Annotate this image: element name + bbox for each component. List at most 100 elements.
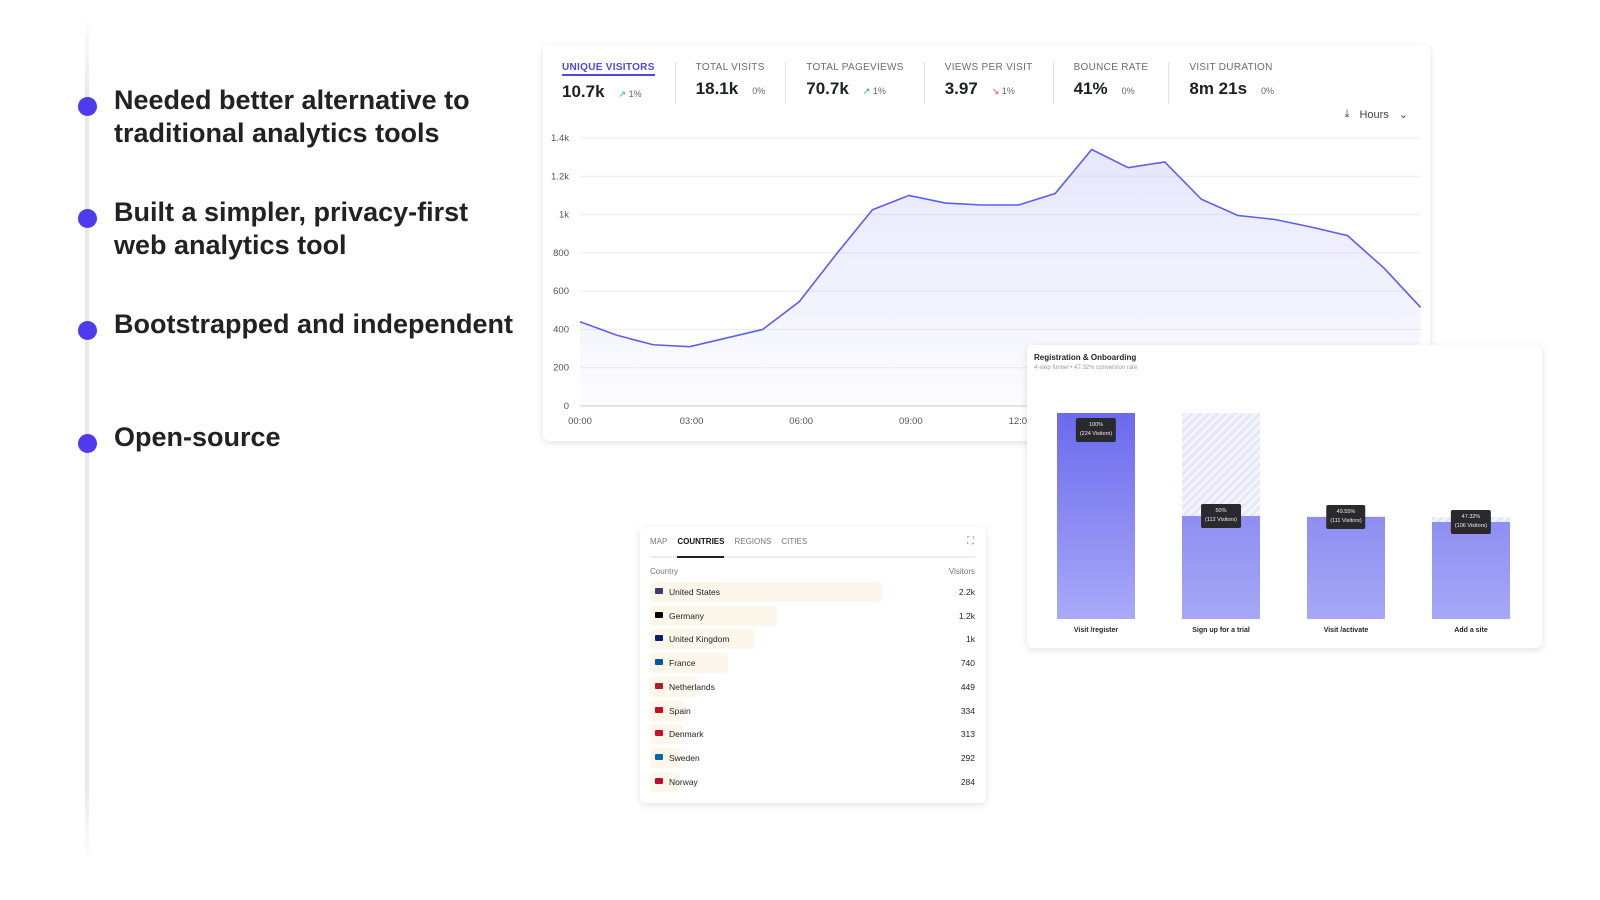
bullet-text: Built a simpler, privacy-first web analy…: [114, 197, 469, 260]
chevron-down-icon: ⌄: [1398, 109, 1408, 121]
bullet-dot-icon: [78, 209, 97, 228]
funnel-step-label: Visit /register: [1073, 627, 1119, 634]
bullet-dot-icon: [78, 434, 97, 453]
x-tick-label: 00:00: [568, 416, 592, 427]
y-tick-label: 400: [553, 324, 569, 335]
metric-value: 41%: [1073, 79, 1108, 98]
funnel-tooltip: 47.32% (106 Visitors): [1450, 509, 1492, 534]
country-row[interactable]: Germany 1.2k: [650, 605, 975, 626]
country-row[interactable]: United Kingdom 1k: [650, 629, 975, 650]
metric-row: 18.1k 0%: [696, 79, 766, 99]
bullet-text: Bootstrapped and independent: [114, 309, 514, 339]
country-name: United Kingdom: [669, 634, 730, 645]
y-tick-label: 1k: [559, 210, 569, 221]
country-row[interactable]: Sweden 292: [650, 747, 975, 768]
flag-icon: [655, 706, 663, 713]
country-header: Country: [650, 567, 679, 576]
tab-map[interactable]: MAP: [650, 537, 668, 546]
metric-value: 18.1k: [695, 79, 739, 98]
flag-icon: [655, 730, 663, 737]
metric-row: 3.97 ↘ 1%: [945, 79, 1033, 99]
tab-cities[interactable]: CITIES: [781, 537, 808, 546]
metric-change-value: 1%: [872, 86, 886, 96]
flag-icon: [655, 659, 663, 666]
country-visitors: 2.2k: [958, 587, 975, 597]
country-name: Netherlands: [669, 681, 715, 692]
country-row[interactable]: Denmark 313: [650, 724, 975, 745]
tab-regions[interactable]: REGIONS: [734, 537, 772, 546]
interval-label: Hours: [1359, 108, 1389, 121]
metric-row: 70.7k ↗ 1%: [806, 79, 903, 99]
funnel-subtitle: 4-step funnel • 47.32% conversion rate: [1034, 365, 1138, 371]
bullet-text: Open-source: [114, 422, 281, 452]
funnel-fill: [1057, 413, 1135, 619]
metric-total-pageviews[interactable]: TOTAL PAGEVIEWS 70.7k ↗ 1%: [785, 62, 923, 104]
tab-countries[interactable]: COUNTRIES: [677, 537, 725, 558]
country-visitors: 449: [960, 681, 975, 692]
funnel-dropoff: [1182, 413, 1260, 516]
series-area: [580, 149, 1421, 406]
arrow-down-right-icon: ↘: [991, 86, 1002, 96]
metric-value: 70.7k: [806, 79, 849, 98]
y-tick-label: 200: [553, 363, 569, 374]
metric-change: 0%: [1261, 86, 1274, 96]
country-row[interactable]: Norway 284: [650, 771, 975, 792]
flag-icon: [655, 777, 663, 784]
countries-card: MAP COUNTRIES REGIONS CITIES ⛶ Country Visi…: [640, 527, 986, 803]
funnel-bar[interactable]: 50% (112 Visitors): [1182, 413, 1260, 619]
metric-value: 8m 21s: [1189, 79, 1248, 98]
country-name: Spain: [669, 705, 691, 716]
country-row[interactable]: United States 2.2k: [650, 582, 975, 602]
metric-change: ↗ 1%: [863, 86, 886, 97]
metric-change-value: 1%: [628, 89, 642, 99]
metric-label: BOUNCE RATE: [1073, 62, 1149, 73]
expand-icon[interactable]: ⛶: [967, 536, 974, 547]
metric-visit-duration[interactable]: VISIT DURATION 8m 21s 0%: [1168, 62, 1294, 104]
visitors-header: Visitors: [948, 567, 975, 576]
metric-change: ↗ 1%: [619, 89, 642, 100]
metric-views-per-visit[interactable]: VIEWS PER VISIT 3.97 ↘ 1%: [923, 62, 1053, 104]
country-bar: [650, 629, 756, 650]
metric-unique-visitors[interactable]: UNIQUE VISITORS 10.7k ↗ 1%: [562, 62, 675, 104]
funnel-fill: [1182, 516, 1260, 619]
bullet-point: Open-source: [78, 422, 281, 453]
bullet-point: Built a simpler, privacy-first web analy…: [78, 197, 468, 260]
flag-icon: [655, 682, 663, 689]
country-row[interactable]: Netherlands 449: [650, 676, 975, 697]
funnel-bar[interactable]: 100% (224 Visitors): [1057, 413, 1135, 619]
country-name: Germany: [669, 610, 704, 621]
tooltip-pct: 47.32%: [1461, 513, 1481, 520]
x-tick-label: 06:00: [789, 416, 813, 427]
country-visitors: 1.2k: [958, 610, 975, 621]
metric-total-visits[interactable]: TOTAL VISITS 18.1k 0%: [674, 62, 786, 104]
metric-bounce-rate[interactable]: BOUNCE RATE 41% 0%: [1052, 62, 1169, 104]
metric-label: TOTAL VISITS: [695, 62, 765, 73]
download-icon[interactable]: ⤓: [1344, 108, 1350, 120]
flag-icon: [655, 611, 663, 618]
metric-change: 0%: [1122, 86, 1135, 96]
bullet-dot-icon: [78, 97, 97, 116]
country-bar: [650, 700, 686, 721]
country-bar: [650, 771, 680, 792]
tooltip-visitors: (111 Visitors): [1330, 517, 1362, 524]
metric-label: VIEWS PER VISIT: [944, 62, 1033, 73]
flag-icon: [655, 753, 663, 760]
country-bar: [650, 653, 729, 674]
tooltip-pct: 50%: [1215, 508, 1227, 514]
country-row[interactable]: Spain 334: [650, 700, 975, 721]
funnel-bar[interactable]: 47.32% (106 Visitors): [1432, 413, 1510, 619]
country-visitors: 292: [960, 752, 975, 763]
country-row[interactable]: France 740: [650, 653, 975, 674]
flag-icon: [655, 588, 663, 594]
bullet-dot-icon: [78, 321, 97, 340]
country-visitors: 313: [960, 729, 975, 740]
funnel-step-label: Add a site: [1454, 627, 1488, 634]
metric-change-value: 0%: [752, 86, 766, 96]
y-tick-label: 800: [553, 248, 569, 259]
bullet-point: Bootstrapped and independent: [78, 309, 513, 340]
x-tick-label: 09:00: [899, 416, 923, 427]
arrow-up-right-icon: ↗: [862, 86, 873, 96]
funnel-bar[interactable]: 49.55% (111 Visitors): [1307, 413, 1385, 619]
interval-select[interactable]: ⤓ Hours ⌄: [1345, 108, 1408, 121]
y-tick-label: 600: [553, 286, 569, 297]
